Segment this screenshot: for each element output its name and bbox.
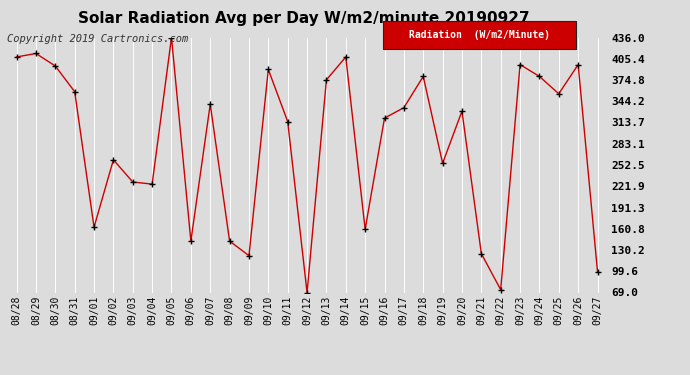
Text: Copyright 2019 Cartronics.com: Copyright 2019 Cartronics.com	[7, 34, 188, 44]
Text: Solar Radiation Avg per Day W/m2/minute 20190927: Solar Radiation Avg per Day W/m2/minute …	[78, 11, 529, 26]
Text: Radiation  (W/m2/Minute): Radiation (W/m2/Minute)	[409, 30, 550, 40]
